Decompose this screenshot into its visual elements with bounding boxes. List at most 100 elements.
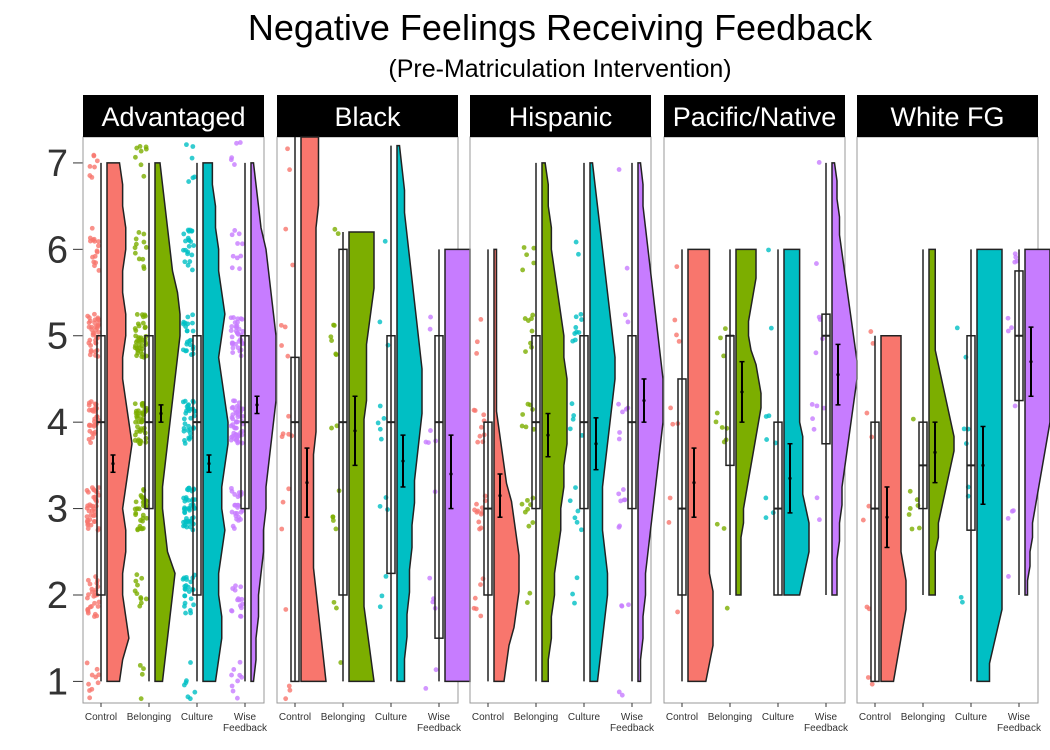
violin-half: [735, 248, 762, 596]
jitter-points: [519, 245, 537, 605]
data-point: [524, 252, 530, 258]
data-point: [185, 427, 191, 433]
data-point: [85, 526, 91, 531]
data-point: [186, 406, 192, 412]
data-point: [377, 503, 383, 509]
data-point: [329, 338, 334, 343]
data-point: [96, 239, 101, 244]
jitter-points: [713, 326, 730, 611]
data-point: [567, 498, 573, 504]
x-tick-label: Feedback: [610, 723, 655, 734]
data-point: [618, 498, 624, 504]
data-point: [231, 526, 237, 531]
x-tick-label: Culture: [568, 712, 601, 723]
data-point: [864, 410, 870, 416]
data-point: [282, 324, 288, 330]
mean-point: [159, 411, 163, 416]
data-point: [228, 315, 234, 321]
data-point: [520, 267, 526, 273]
data-point: [188, 434, 193, 440]
data-point: [89, 686, 95, 692]
data-point: [286, 413, 291, 419]
data-point: [1005, 516, 1011, 521]
data-point: [617, 430, 622, 435]
data-point: [714, 410, 720, 416]
data-point: [529, 328, 535, 334]
data-point: [229, 232, 235, 238]
x-tick-label: Control: [859, 712, 891, 723]
data-point: [721, 526, 727, 531]
facet-strip: [857, 95, 1038, 137]
data-point: [229, 405, 235, 411]
data-point: [809, 402, 815, 407]
data-point: [142, 324, 148, 330]
data-point: [575, 508, 581, 514]
violin-half: [976, 248, 1003, 683]
data-point: [132, 250, 138, 256]
data-point: [191, 602, 196, 608]
facet-panel: Hispanic Control Belonging Culture WiseFeedb…: [469, 95, 664, 734]
data-point: [672, 317, 678, 323]
mean-point: [642, 398, 646, 403]
data-point: [235, 241, 240, 246]
data-point: [814, 495, 820, 501]
jitter-points: [567, 239, 585, 606]
data-point: [190, 320, 195, 326]
data-point: [88, 348, 94, 353]
data-point: [92, 164, 97, 170]
data-point: [959, 599, 965, 605]
data-point: [229, 683, 235, 689]
data-point: [133, 512, 138, 518]
data-point: [229, 608, 235, 614]
data-point: [182, 259, 188, 265]
violin-half: [154, 162, 181, 683]
data-point: [183, 247, 188, 253]
data-point: [136, 335, 142, 340]
data-point: [481, 412, 487, 418]
data-point: [237, 140, 243, 145]
data-point: [909, 526, 915, 532]
data-point: [430, 599, 436, 605]
x-tick-label: Belonging: [901, 712, 945, 723]
data-point: [232, 425, 238, 431]
data-point: [138, 595, 144, 600]
data-point: [135, 582, 140, 588]
data-point: [239, 596, 245, 602]
data-point: [766, 413, 772, 419]
data-point: [189, 252, 195, 258]
data-point: [87, 581, 93, 587]
data-point: [181, 416, 187, 422]
data-point: [338, 660, 344, 665]
data-point: [84, 660, 90, 666]
data-point: [574, 575, 580, 581]
violin-half: [202, 162, 229, 683]
data-point: [231, 436, 237, 441]
data-point: [238, 253, 244, 259]
data-point: [94, 158, 100, 164]
data-point: [185, 262, 191, 268]
data-point: [377, 604, 383, 610]
data-point: [616, 401, 621, 407]
data-point: [185, 251, 190, 257]
box-iqr: [821, 313, 831, 445]
data-point: [958, 594, 964, 600]
data-point: [377, 426, 383, 432]
data-point: [89, 589, 95, 595]
mean-point: [353, 429, 357, 433]
data-point: [1009, 508, 1015, 514]
violin-half: [637, 162, 664, 683]
data-point: [182, 509, 187, 515]
data-point: [229, 265, 235, 271]
jitter-points: [809, 160, 827, 523]
data-point: [134, 346, 140, 352]
data-point: [524, 600, 530, 605]
violin-half: [300, 136, 327, 683]
facet-label: Pacific/Native: [673, 102, 837, 132]
data-point: [870, 340, 876, 346]
data-point: [377, 403, 383, 409]
data-point: [427, 326, 433, 332]
data-point: [576, 330, 582, 335]
data-point: [189, 498, 195, 504]
data-point: [378, 436, 384, 442]
data-point: [88, 238, 93, 244]
